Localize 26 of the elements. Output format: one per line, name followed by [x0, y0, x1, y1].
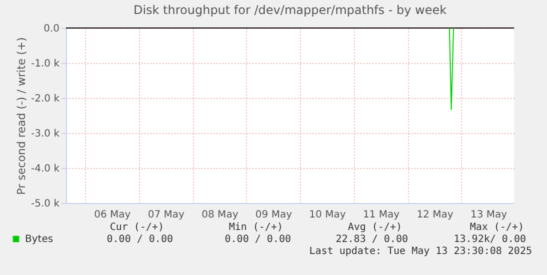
text: Cur (-/+) [110, 222, 164, 233]
text: 22.83 / 0.00 [336, 234, 408, 245]
legend-label: Bytes [25, 234, 54, 245]
y-tick-label: -1.0 k [31, 58, 60, 70]
y-tick-label: -3.0 k [31, 128, 60, 140]
x-tick-label: 12 May [416, 210, 454, 220]
y-tick-label: -5.0 k [31, 198, 60, 210]
x-tick-label: 08 May [202, 210, 238, 220]
x-tick-label: 07 May [148, 210, 185, 220]
chart-title: Disk throughput for /dev/mapper/mpathfs - by week [133, 3, 447, 17]
x-tick-label: 06 May [94, 210, 131, 220]
x-tick-label: 11 May [362, 210, 400, 220]
y-tick-label: -2.0 k [31, 94, 60, 104]
x-tick-label: 10 May [309, 210, 346, 220]
y-tick-label: -4.0 k [31, 164, 60, 174]
text: Avg (-/+) [348, 222, 402, 233]
y-axis-title: Pr second read (-) / write (+) [15, 37, 28, 195]
text: 0.00 / 0.00 [106, 234, 173, 245]
text: Last update: Tue May 13 23:30:08 2025 [309, 246, 532, 257]
y-tick-label: 0.0 [44, 24, 60, 34]
text: Max (-/+) [470, 222, 524, 233]
text: 0.00 / 0.00 [224, 234, 291, 245]
x-tick-label: 13 May [470, 210, 508, 220]
text: Min (-/+) [228, 222, 283, 233]
text: 13.92k/ 0.00 [454, 234, 526, 245]
x-tick-label: 09 May [255, 210, 292, 220]
